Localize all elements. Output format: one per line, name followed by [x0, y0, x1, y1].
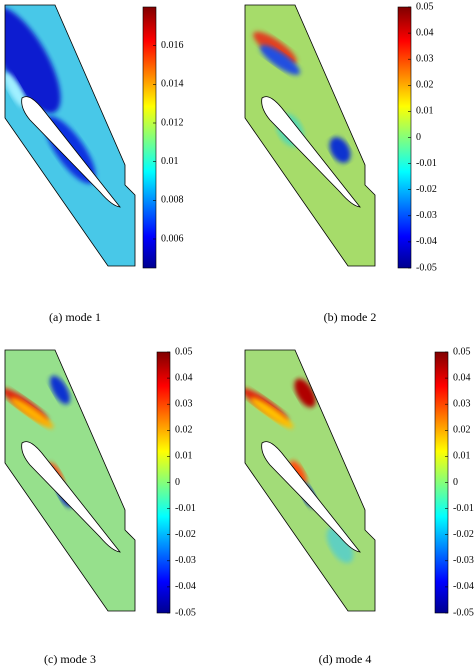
- colorbar-tick-label: 0.01: [453, 451, 471, 462]
- colorbar-tick-label: -0.03: [175, 555, 196, 566]
- colorbar-tick-label: -0.02: [416, 184, 437, 195]
- colorbar-tick-label: -0.03: [453, 555, 474, 566]
- colorbar-tick-label: 0: [175, 477, 180, 488]
- colorbar-tick-label: 0.02: [416, 80, 434, 91]
- panel: [4, 349, 136, 612]
- colorbar-tick-label: -0.01: [416, 158, 437, 169]
- colorbar-tick-label: 0: [416, 132, 421, 143]
- blade-outline: [4, 4, 136, 267]
- colorbar-tick-label: -0.05: [175, 607, 196, 618]
- colorbar-tick-label: -0.01: [453, 503, 474, 514]
- slot: [261, 96, 361, 208]
- field-blob: [5, 72, 27, 108]
- caption: (c) mode 3: [44, 652, 96, 666]
- colorbar-tick-label: 0.03: [453, 398, 471, 409]
- colorbar-tick-label: 0.006: [161, 233, 184, 244]
- caption: (d) mode 4: [319, 652, 372, 666]
- colorbar-tick-label: 0.05: [416, 1, 434, 12]
- field: [5, 350, 135, 611]
- field-blob: [250, 397, 294, 429]
- colorbar-tick-label: 0.05: [453, 346, 471, 357]
- colorbar-tick-label: -0.04: [175, 581, 196, 592]
- colorbar-tick-label: 0.016: [161, 40, 184, 51]
- colorbar-tick-label: 0.04: [175, 372, 193, 383]
- colorbar-tick-label: 0.04: [453, 372, 471, 383]
- colorbar-tick-label: 0.03: [175, 398, 193, 409]
- field-blob: [5, 6, 61, 114]
- blade-outline: [4, 349, 136, 612]
- field-base: [245, 350, 375, 611]
- colorbar-tick-label: -0.01: [175, 503, 196, 514]
- colorbar-tick-label: -0.04: [453, 581, 474, 592]
- colorbar-tick-label: 0.01: [175, 451, 193, 462]
- panel: [244, 349, 376, 612]
- caption: (a) mode 1: [49, 310, 101, 324]
- colorbar-tick-label: 0.01: [416, 106, 434, 117]
- field-blob: [326, 526, 354, 564]
- colorbar-tick-label: 0.02: [453, 425, 471, 436]
- field-blob: [259, 45, 301, 75]
- field-blob: [49, 375, 71, 405]
- colorbar-tick-label: -0.02: [453, 529, 474, 540]
- colorbar-tick-label: 0.01: [161, 156, 179, 167]
- colorbar-tick-label: -0.05: [416, 262, 437, 273]
- colorbar-tick-label: 0.02: [175, 425, 193, 436]
- colorbar-tick-label: 0.05: [175, 346, 193, 357]
- slot: [21, 96, 121, 208]
- field: [5, 5, 135, 266]
- field-blob: [329, 137, 351, 163]
- slot: [21, 441, 121, 553]
- colorbar: [142, 6, 157, 269]
- field-blob: [10, 397, 54, 429]
- colorbar-tick-label: 0.03: [416, 53, 434, 64]
- field-base: [5, 350, 135, 611]
- panel: [244, 4, 376, 267]
- panel: [4, 4, 136, 267]
- colorbar-tick-label: 0.04: [416, 27, 434, 38]
- colorbar-tick-label: -0.03: [416, 210, 437, 221]
- colorbar-tick-label: -0.04: [416, 236, 437, 247]
- colorbar-tick-label: 0: [453, 477, 458, 488]
- colorbar-tick-label: -0.02: [175, 529, 196, 540]
- colorbar-tick-label: 0.014: [161, 79, 184, 90]
- field: [245, 350, 375, 611]
- blade-outline: [244, 4, 376, 267]
- colorbar-tick-label: -0.05: [453, 607, 474, 618]
- field: [245, 5, 375, 266]
- slot: [261, 441, 361, 553]
- colorbar-tick-label: 0.012: [161, 117, 184, 128]
- caption: (b) mode 2: [324, 310, 377, 324]
- colorbar-tick-label: 0.008: [161, 195, 184, 206]
- blade-outline: [244, 349, 376, 612]
- field-blob: [294, 378, 316, 408]
